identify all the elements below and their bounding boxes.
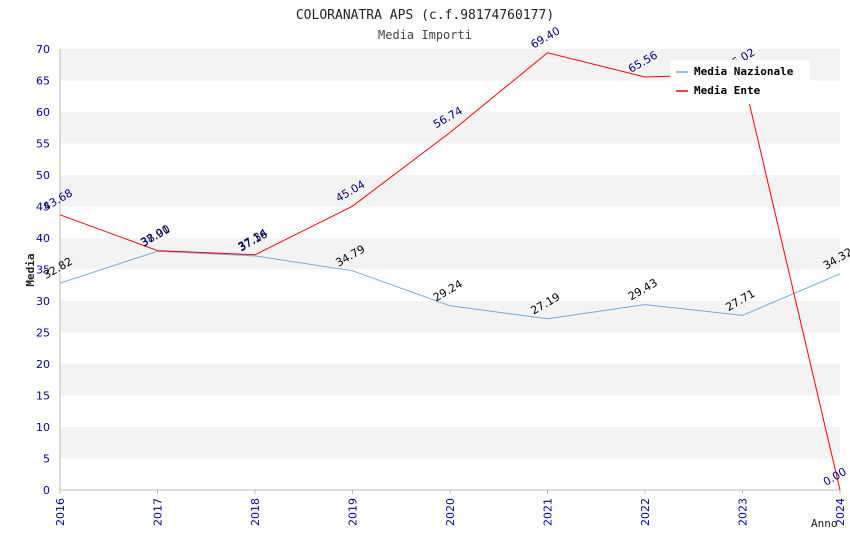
y-tick-label: 50 [36, 169, 50, 182]
x-tick-label: 2022 [639, 498, 652, 526]
grid-band [60, 112, 840, 144]
data-label-s1-5: 69.40 [529, 24, 563, 51]
y-tick-label: 55 [36, 138, 50, 151]
y-tick-label: 35 [36, 264, 50, 277]
legend: Media Nazionale Media Ente [670, 60, 810, 104]
grid-band [60, 175, 840, 207]
y-tick-label: 25 [36, 327, 50, 340]
x-tick-label: 2019 [347, 498, 360, 526]
x-tick-label: 2020 [444, 498, 457, 526]
y-tick-label: 65 [36, 75, 50, 88]
grid-band [60, 458, 840, 490]
y-tick-labels: 0 5 10 15 20 25 30 35 40 45 50 55 60 65 70 [36, 43, 50, 497]
x-tick-label: 2017 [152, 498, 165, 526]
grid-band [60, 206, 840, 238]
y-tick-label: 60 [36, 106, 50, 119]
grid-band [60, 395, 840, 427]
grid-bands [60, 49, 840, 490]
x-tick-labels: 2016 2017 2018 2019 2020 2021 2022 2023 2024 [54, 498, 847, 526]
y-tick-label: 5 [43, 453, 50, 466]
y-tick-label: 0 [43, 484, 50, 497]
axes [59, 49, 841, 494]
chart-subtitle: Media Importi [378, 28, 472, 42]
x-tick-label: 2016 [54, 498, 67, 526]
grid-band [60, 238, 840, 270]
y-tick-label: 70 [36, 43, 50, 56]
x-tick-label: 2023 [737, 498, 750, 526]
y-tick-label: 45 [36, 201, 50, 214]
x-tick-label: 2021 [542, 498, 555, 526]
legend-label-media-nazionale: Media Nazionale [694, 65, 794, 78]
legend-box [670, 60, 810, 104]
x-tick-label: 2018 [249, 498, 262, 526]
series-line-0 [59, 250, 841, 320]
y-tick-label: 15 [36, 390, 50, 403]
y-tick-label: 10 [36, 421, 50, 434]
y-tick-label: 40 [36, 232, 50, 245]
grid-band [60, 332, 840, 364]
x-tick-label: 2024 [834, 498, 847, 526]
grid-band [60, 269, 840, 301]
grid-band [60, 364, 840, 396]
chart-title: COLORANATRA APS (c.f.98174760177) [296, 8, 554, 23]
grid-band [60, 427, 840, 459]
legend-label-media-ente: Media Ente [694, 84, 761, 97]
y-tick-label: 20 [36, 358, 50, 371]
grid-band [60, 143, 840, 175]
y-axis-label: Media [24, 253, 37, 286]
y-tick-label: 30 [36, 295, 50, 308]
x-axis-label: Anno [811, 517, 838, 530]
